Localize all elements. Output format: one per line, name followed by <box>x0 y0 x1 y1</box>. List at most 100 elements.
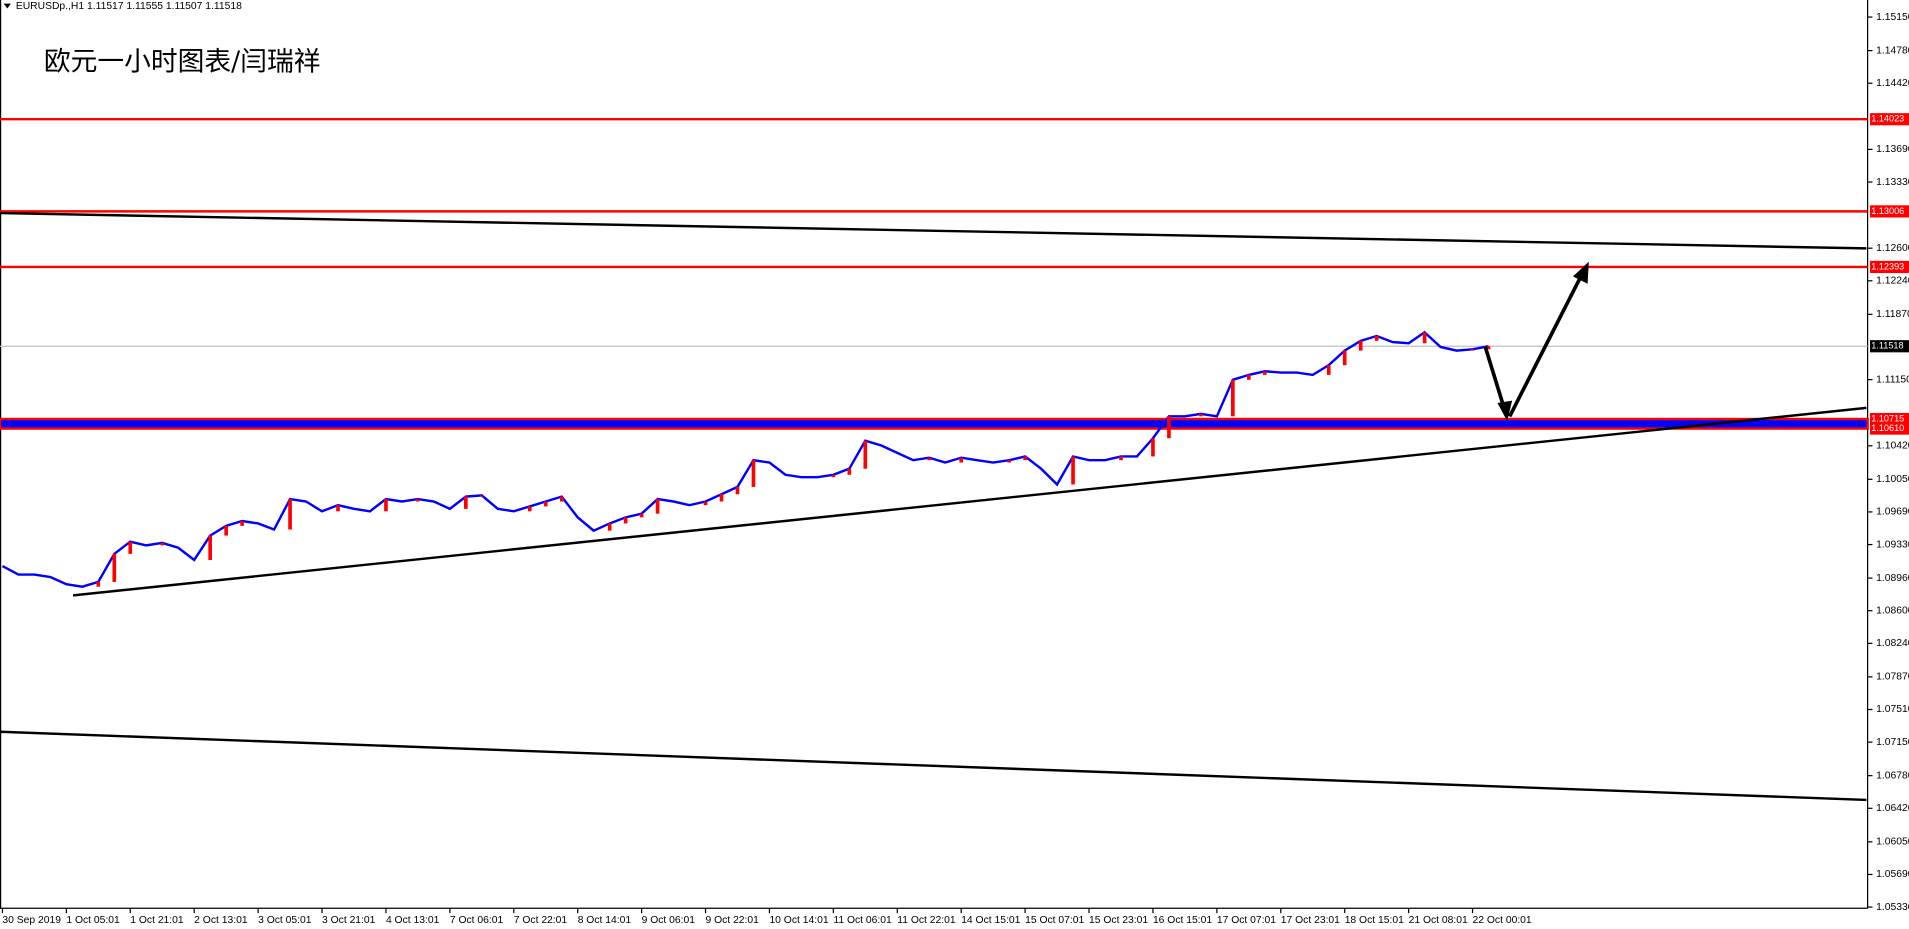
up-move <box>479 495 484 497</box>
x-tick-label: 7 Oct 06:01 <box>450 915 504 926</box>
y-tick-label: 1.06050 <box>1876 837 1909 848</box>
x-tick-label: 15 Oct 07:01 <box>1025 915 1084 926</box>
x-tick-label: 10 Oct 14:01 <box>769 915 828 926</box>
up-move <box>1262 371 1267 375</box>
x-tick-label: 21 Oct 08:01 <box>1409 915 1468 926</box>
up-move <box>959 457 964 463</box>
arrow <box>1483 346 1507 411</box>
price-line <box>1 330 1489 588</box>
y-tick-label: 1.12240 <box>1876 276 1909 287</box>
price-tag-label: 1.13006 <box>1871 206 1904 216</box>
y-tick-label: 1.11870 <box>1876 309 1909 320</box>
up-move <box>240 520 244 526</box>
x-tick-label: 14 Oct 15:01 <box>961 915 1020 926</box>
up-move <box>384 499 388 512</box>
price-tag <box>1870 113 1909 126</box>
y-tick-label: 1.08600 <box>1876 605 1909 616</box>
price-tag <box>1870 412 1909 426</box>
y-tick-label: 1.09330 <box>1876 539 1909 550</box>
x-tick-label: 3 Oct 05:01 <box>258 915 312 926</box>
up-move <box>847 468 852 475</box>
up-move <box>655 499 660 514</box>
up-move <box>559 496 564 502</box>
symbol-header: EURUSDp.,H1 1.11517 1.11555 1.11507 1.11… <box>16 1 242 12</box>
up-move <box>224 525 228 536</box>
up-move <box>112 553 117 582</box>
up-move <box>527 506 532 512</box>
y-tick-label: 1.08240 <box>1876 638 1909 649</box>
price-tag <box>1870 422 1909 435</box>
x-tick-label: 7 Oct 22:01 <box>514 915 568 926</box>
up-move <box>607 523 612 531</box>
y-tick-label: 1.11150 <box>1876 374 1909 385</box>
y-tick-label: 1.14780 <box>1876 45 1909 56</box>
up-move <box>1007 460 1011 463</box>
price-tag-label: 1.10610 <box>1871 423 1904 433</box>
x-tick-label: 11 Oct 06:01 <box>833 915 892 926</box>
x-tick-label: 17 Oct 23:01 <box>1281 915 1340 926</box>
y-tick-label: 1.06420 <box>1876 803 1909 814</box>
x-tick-label: 9 Oct 22:01 <box>706 915 760 926</box>
up-move <box>128 541 133 554</box>
up-move <box>1326 365 1331 375</box>
up-move <box>1199 413 1203 417</box>
up-move <box>719 494 724 502</box>
arrow-head <box>1572 261 1589 284</box>
up-move <box>863 440 868 469</box>
trendline <box>0 730 1867 802</box>
up-move <box>735 486 740 495</box>
y-tick-label: 1.07870 <box>1876 672 1909 683</box>
trendline <box>0 211 1867 250</box>
x-tick-label: 2 Oct 13:01 <box>194 915 248 926</box>
x-tick-label: 9 Oct 06:01 <box>642 915 696 926</box>
y-tick-label: 1.07510 <box>1876 704 1909 715</box>
y-tick-label: 1.09690 <box>1876 507 1909 518</box>
up-move <box>927 457 932 461</box>
up-move <box>96 581 101 587</box>
up-move <box>1422 332 1427 344</box>
up-move <box>160 542 165 546</box>
y-tick-label: 1.10050 <box>1876 474 1909 485</box>
arrow <box>1508 274 1584 418</box>
y-tick-label: 1.12600 <box>1876 243 1909 254</box>
up-move <box>1119 456 1123 461</box>
price-tag-label: 1.11518 <box>1871 341 1903 351</box>
menu-icon[interactable] <box>3 3 11 9</box>
y-tick-label: 1.07150 <box>1876 737 1909 748</box>
y-tick-label: 1.08960 <box>1876 573 1909 584</box>
x-tick-label: 17 Oct 07:01 <box>1217 915 1276 926</box>
x-tick-label: 8 Oct 14:01 <box>578 915 632 926</box>
up-move <box>1374 336 1379 341</box>
up-move <box>639 513 644 518</box>
x-tick-label: 1 Oct 05:01 <box>66 915 120 926</box>
x-tick-label: 11 Oct 22:01 <box>897 915 956 926</box>
y-tick-label: 1.10420 <box>1876 441 1909 452</box>
up-move <box>1071 456 1075 485</box>
zone-band <box>0 417 1869 430</box>
x-tick-label: 15 Oct 23:01 <box>1089 915 1148 926</box>
up-move <box>1151 438 1155 457</box>
y-tick-label: 1.14420 <box>1876 78 1909 89</box>
up-move <box>831 474 836 478</box>
x-tick-label: 18 Oct 15:01 <box>1345 915 1404 926</box>
price-tag-label: 1.10715 <box>1871 413 1904 423</box>
x-tick-label: 1 Oct 21:01 <box>130 915 184 926</box>
y-tick-label: 1.13690 <box>1876 144 1909 155</box>
up-move <box>288 499 292 530</box>
up-move <box>208 535 212 560</box>
up-move <box>1358 340 1363 351</box>
price-tag-label: 1.12393 <box>1871 261 1904 271</box>
up-move <box>1470 349 1475 351</box>
price-tag <box>1870 340 1909 353</box>
up-move <box>1023 456 1027 461</box>
up-move <box>464 496 468 509</box>
y-tick-label: 1.06780 <box>1876 770 1909 781</box>
up-move <box>703 501 708 506</box>
up-move <box>1246 374 1251 380</box>
x-tick-label: 22 Oct 00:01 <box>1473 915 1532 926</box>
up-move <box>751 460 756 487</box>
up-move <box>623 517 628 524</box>
x-tick-label: 4 Oct 13:01 <box>386 915 440 926</box>
